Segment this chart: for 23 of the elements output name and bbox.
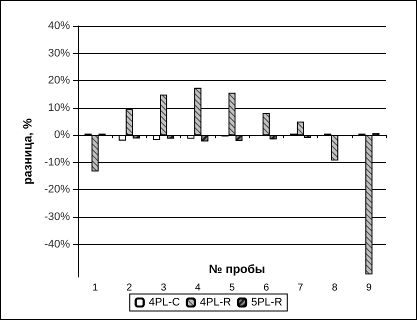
y-tick-label: -10% [44,156,70,168]
x-tick-label: 1 [92,282,98,294]
x-tick-label: 9 [366,282,372,294]
x-tick-label: 8 [332,282,338,294]
x-axis-title: № пробы [208,262,266,276]
y-axis-title: разница, % [20,118,34,185]
y-tick-label: 30% [48,47,70,60]
y-tick-label: 0% [54,129,70,142]
legend-label: 4PL-R [200,296,232,308]
y-tick-label: -40% [44,238,70,250]
x-tick-label: 5 [229,282,236,294]
y-tick-label: 10% [48,102,70,114]
x-tick-label: 2 [126,282,133,294]
x-tick-label: 7 [298,282,304,294]
y-tick-label: 20% [48,74,70,87]
legend-label: 4PL-C [148,296,180,308]
y-tick-label: -30% [44,210,70,223]
legend-label: 5PL-R [251,296,282,308]
x-tick-label: 3 [160,282,167,294]
y-tick-label: -20% [44,184,70,196]
y-tick-label: 40% [48,20,70,32]
x-tick-label: 4 [194,282,201,294]
x-tick-label: 6 [263,282,270,294]
